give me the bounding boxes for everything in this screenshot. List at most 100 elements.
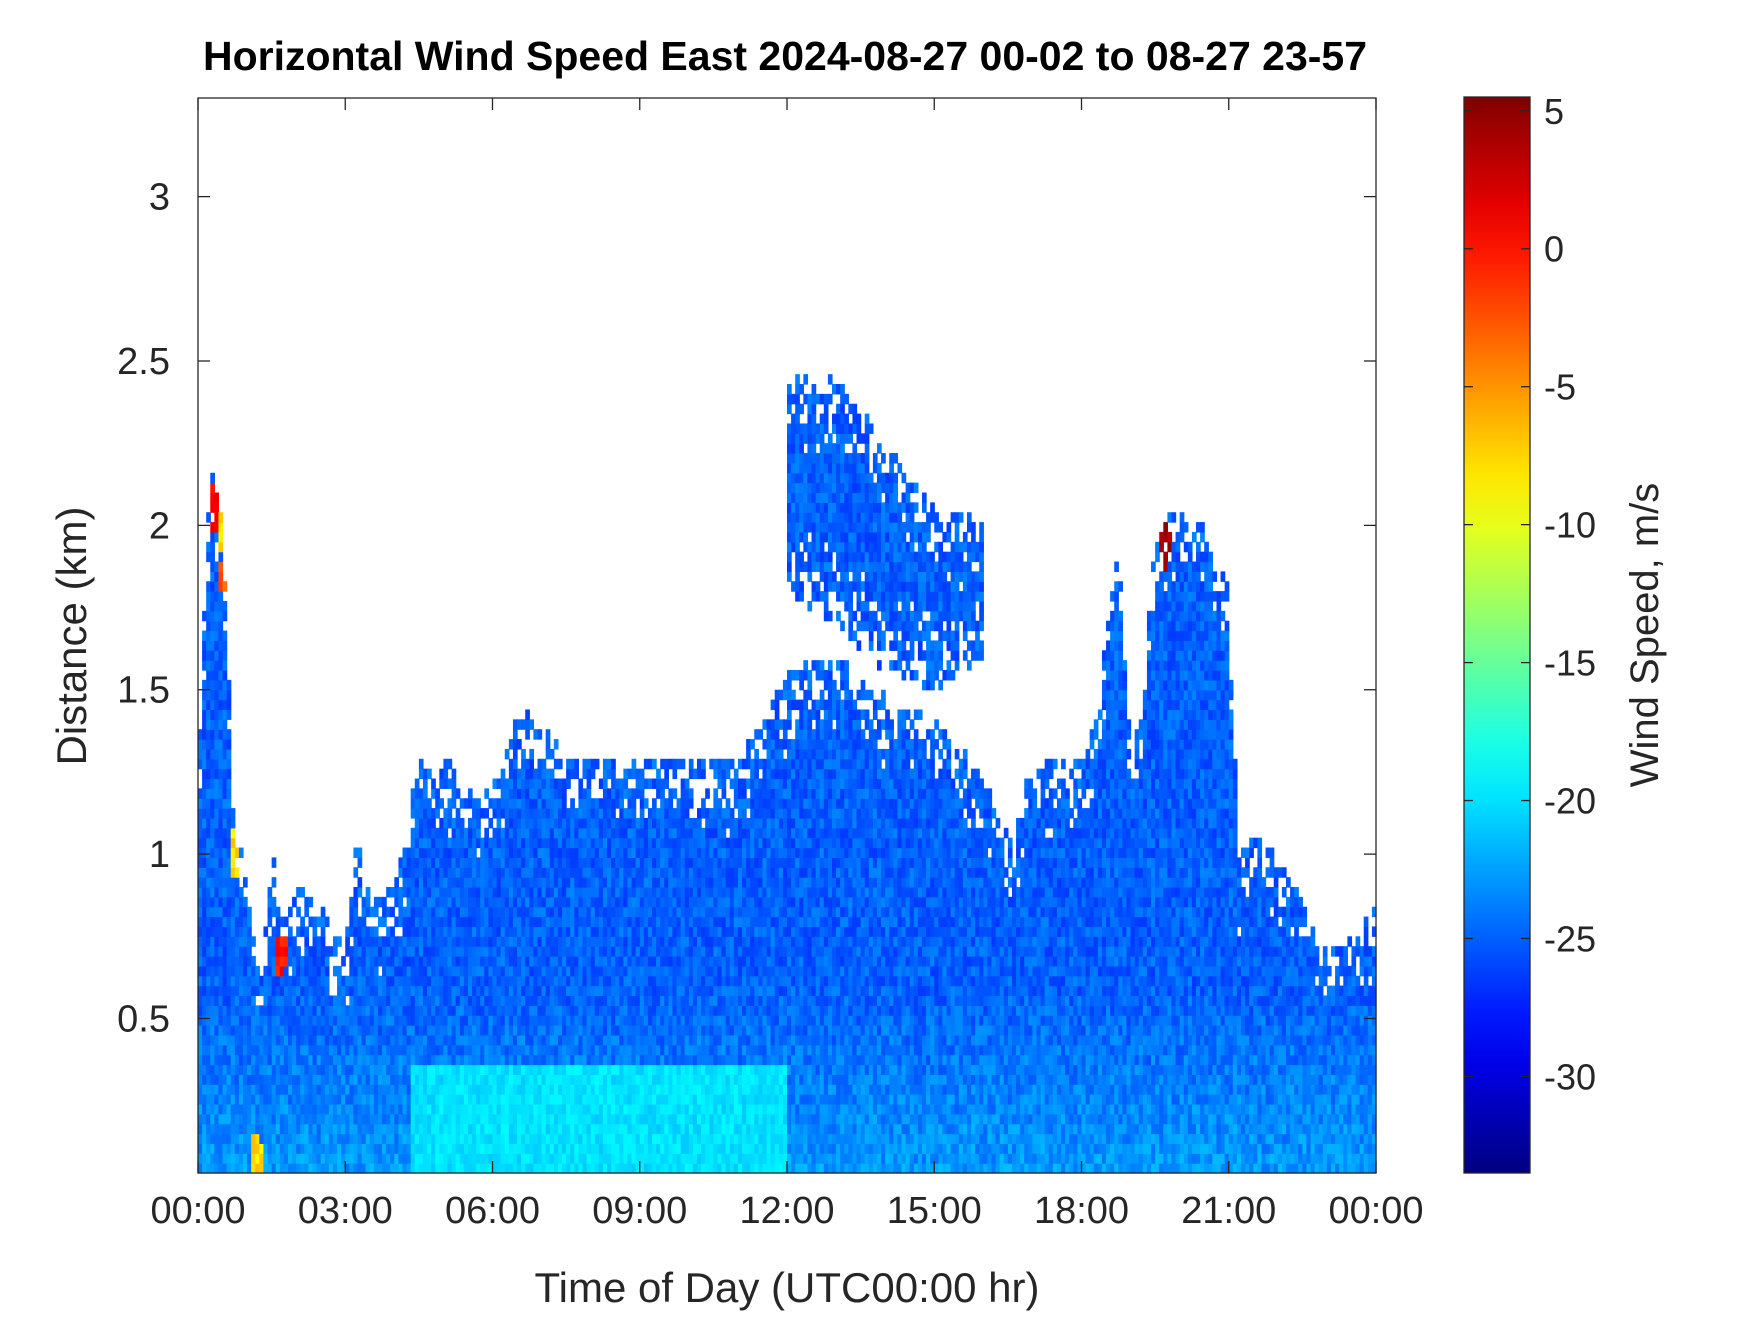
heatmap-cell xyxy=(705,975,710,987)
heatmap-cell xyxy=(664,975,669,987)
heatmap-cell xyxy=(218,1103,224,1115)
heatmap-cell xyxy=(611,808,616,819)
heatmap-cell xyxy=(455,1064,461,1075)
heatmap-cell xyxy=(398,1044,404,1056)
heatmap-cell xyxy=(377,985,383,997)
heatmap-cell xyxy=(549,827,555,839)
heatmap-cell xyxy=(435,956,440,967)
heatmap-cell xyxy=(402,995,408,1006)
heatmap-cell xyxy=(672,847,678,858)
heatmap-cell xyxy=(586,1143,592,1154)
heatmap-cell xyxy=(733,1103,739,1115)
heatmap-cell xyxy=(537,906,543,918)
heatmap-cell xyxy=(688,1103,694,1115)
heatmap-cell xyxy=(304,896,310,908)
heatmap-cell xyxy=(582,965,588,977)
heatmap-cell xyxy=(406,965,412,977)
heatmap-cell xyxy=(713,877,719,888)
heatmap-cell xyxy=(210,650,215,661)
heatmap-cell xyxy=(242,1103,248,1115)
heatmap-cell xyxy=(586,1123,592,1135)
heatmap-cell xyxy=(607,877,612,888)
heatmap-cell xyxy=(353,1113,359,1125)
heatmap-cell xyxy=(713,817,719,829)
heatmap-cell xyxy=(746,1025,751,1036)
heatmap-cell xyxy=(713,1103,719,1115)
heatmap-cell xyxy=(521,965,526,977)
heatmap-cell xyxy=(631,916,637,928)
heatmap-cell xyxy=(717,857,723,868)
heatmap-cell xyxy=(431,1054,436,1066)
heatmap-cell xyxy=(615,867,620,878)
heatmap-cell xyxy=(717,965,723,977)
heatmap-cell xyxy=(198,896,203,908)
heatmap-cell xyxy=(660,1015,665,1026)
heatmap-cell xyxy=(680,936,686,947)
heatmap-cell xyxy=(602,1163,608,1174)
heatmap-cell xyxy=(447,1025,453,1036)
heatmap-cell xyxy=(418,946,424,957)
heatmap-cell xyxy=(717,1054,723,1066)
heatmap-cell xyxy=(639,1015,645,1026)
heatmap-cell xyxy=(635,1123,641,1135)
heatmap-cell xyxy=(394,1064,400,1075)
heatmap-cell xyxy=(643,847,649,858)
heatmap-cell xyxy=(574,1005,579,1016)
heatmap-cell xyxy=(627,1113,633,1125)
heatmap-cell xyxy=(202,896,207,908)
heatmap-cell xyxy=(422,975,428,987)
heatmap-cell xyxy=(529,1005,534,1016)
heatmap-cell xyxy=(427,1153,432,1164)
heatmap-cell xyxy=(590,1143,596,1154)
heatmap-cell xyxy=(566,867,571,878)
heatmap-cell xyxy=(324,1005,330,1016)
heatmap-cell xyxy=(590,946,596,957)
heatmap-cell xyxy=(390,1044,395,1056)
heatmap-cell xyxy=(230,995,236,1006)
heatmap-cell xyxy=(590,867,596,878)
heatmap-cell xyxy=(312,936,318,947)
heatmap-cell xyxy=(210,995,215,1006)
heatmap-cell xyxy=(488,1113,494,1125)
heatmap-cell xyxy=(668,906,674,918)
heatmap-cell xyxy=(222,660,228,671)
heatmap-cell xyxy=(210,936,215,947)
heatmap-cell xyxy=(721,985,727,997)
heatmap-cell xyxy=(562,1133,567,1145)
heatmap-cell xyxy=(570,808,575,819)
heatmap-cell xyxy=(647,817,653,829)
heatmap-cell xyxy=(525,1034,530,1046)
heatmap-cell xyxy=(512,798,518,809)
heatmap-cell xyxy=(701,1123,706,1135)
heatmap-cell xyxy=(521,857,526,868)
heatmap-cell xyxy=(463,1123,469,1135)
heatmap-cell xyxy=(427,956,432,967)
heatmap-cell xyxy=(512,995,518,1006)
heatmap-cell xyxy=(410,1113,416,1125)
heatmap-cell xyxy=(206,670,211,681)
heatmap-cell xyxy=(557,867,563,878)
heatmap-cell xyxy=(517,995,522,1006)
heatmap-cell xyxy=(525,1143,530,1154)
heatmap-cell xyxy=(198,1163,203,1174)
heatmap-cell xyxy=(598,1133,604,1145)
heatmap-cell xyxy=(361,946,367,957)
heatmap-cell xyxy=(607,926,612,937)
heatmap-cell xyxy=(275,1133,281,1145)
heatmap-cell xyxy=(590,965,596,977)
heatmap-cell xyxy=(414,778,420,789)
heatmap-cell xyxy=(218,956,224,967)
heatmap-cell xyxy=(590,837,596,849)
heatmap-cell xyxy=(455,1054,461,1066)
heatmap-cell xyxy=(198,827,203,839)
heatmap-cell xyxy=(345,1054,350,1066)
heatmap-cell xyxy=(725,906,731,918)
heatmap-cell xyxy=(594,1034,600,1046)
heatmap-cell xyxy=(615,896,620,908)
heatmap-cell xyxy=(410,886,416,898)
heatmap-cell xyxy=(492,916,498,928)
heatmap-cell xyxy=(238,1103,244,1115)
heatmap-cell xyxy=(308,916,314,928)
heatmap-cell xyxy=(206,650,211,661)
heatmap-cell xyxy=(537,1074,543,1085)
